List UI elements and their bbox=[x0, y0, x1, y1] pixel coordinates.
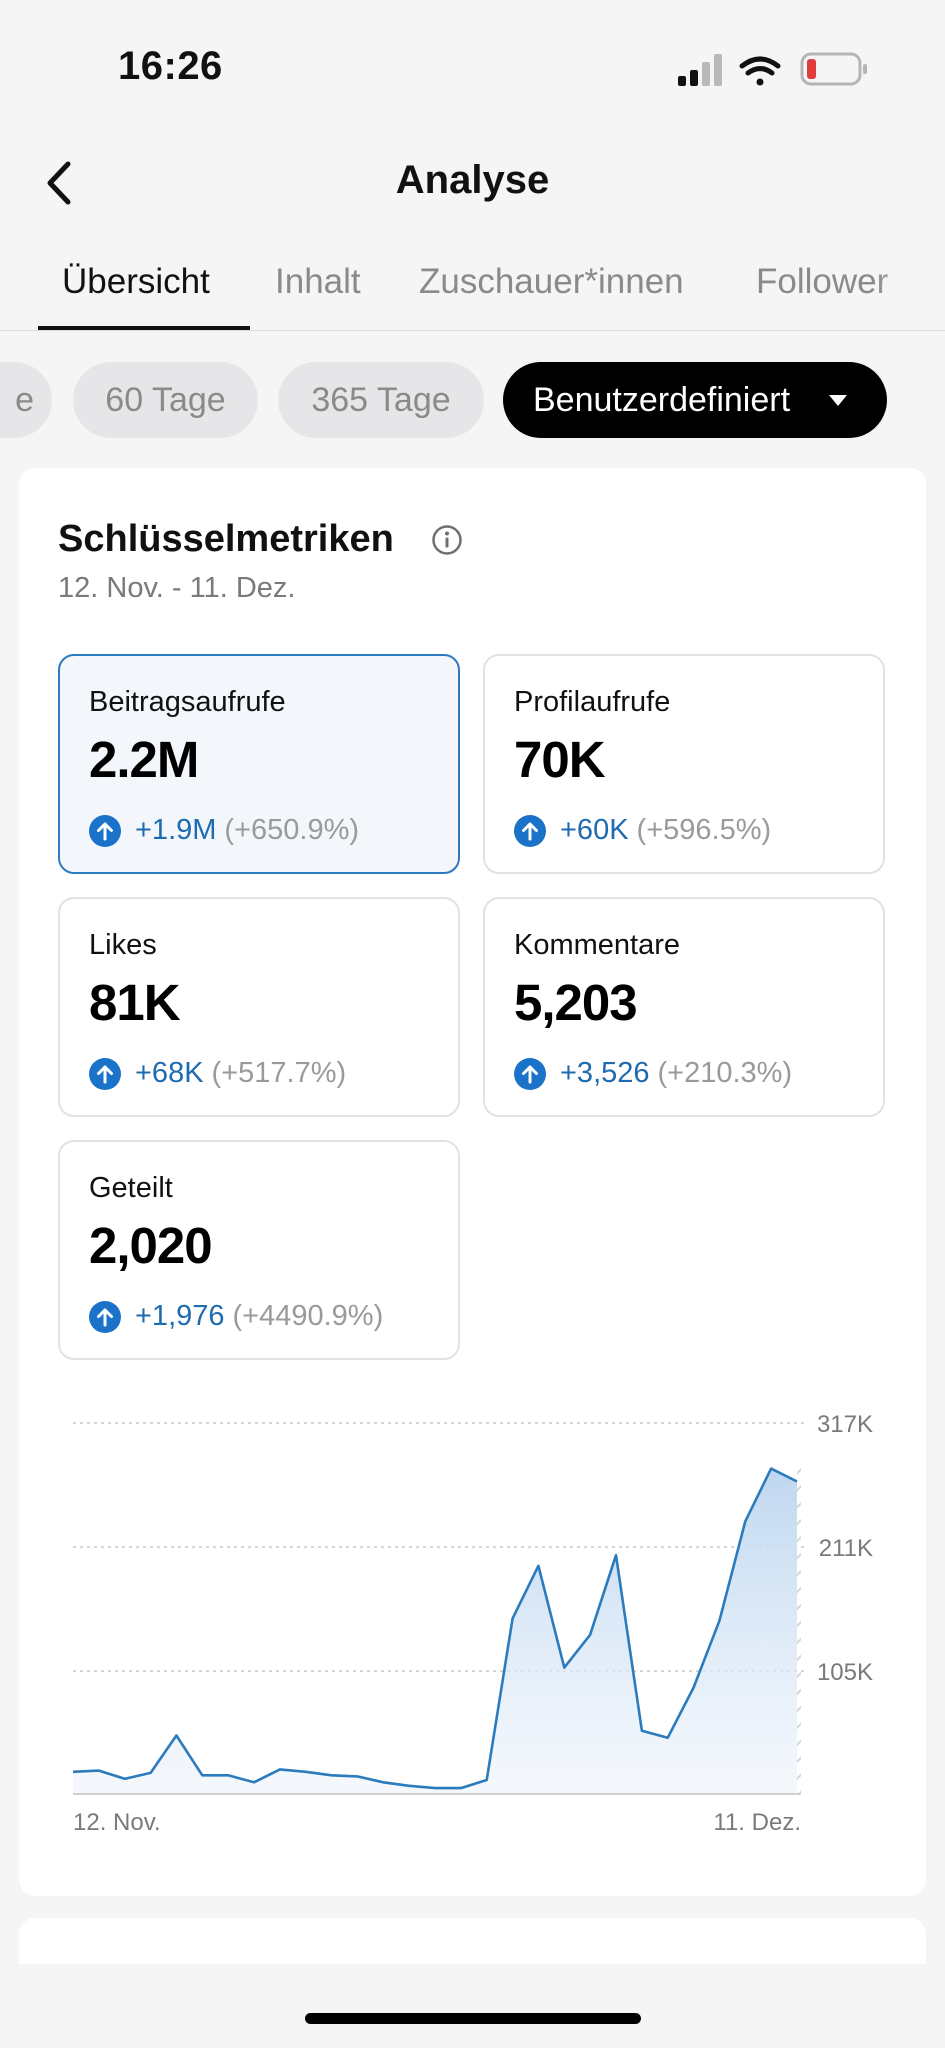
metric-change: +1.9M (+650.9%) bbox=[89, 814, 359, 847]
y-tick-label: 317K bbox=[817, 1411, 873, 1438]
chevron-left-icon bbox=[47, 161, 71, 205]
range-chip-custom-label: Benutzerdefiniert bbox=[533, 380, 791, 419]
info-icon[interactable] bbox=[431, 524, 463, 556]
metric-label: Kommentare bbox=[514, 929, 681, 961]
tab-inhalt[interactable]: Inhalt bbox=[275, 262, 361, 301]
metric-value: 2.2M bbox=[89, 731, 199, 788]
range-chip-365-tage[interactable]: 365 Tage bbox=[278, 362, 484, 438]
arrow-up-circle-icon bbox=[89, 1057, 121, 1090]
metric-change: +3,526 (+210.3%) bbox=[514, 1057, 792, 1090]
y-tick-label: 105K bbox=[817, 1659, 873, 1686]
metric-change: +60K (+596.5%) bbox=[514, 814, 771, 847]
metric-card-kommentare[interactable]: Kommentare 5,203 +3,526 (+210.3%) bbox=[483, 897, 885, 1117]
metric-label: Beitragsaufrufe bbox=[89, 686, 286, 718]
metric-delta: +3,526 bbox=[560, 1057, 650, 1089]
range-chip-cut-off[interactable]: e bbox=[0, 362, 52, 438]
metric-value: 81K bbox=[89, 974, 181, 1031]
metric-label: Profilaufrufe bbox=[514, 686, 671, 718]
metric-value: 2,020 bbox=[89, 1217, 213, 1274]
metric-delta: +68K bbox=[135, 1057, 204, 1089]
status-time: 16:26 bbox=[118, 44, 223, 88]
arrow-up-circle-icon bbox=[514, 1057, 546, 1090]
metric-percent: (+650.9%) bbox=[224, 814, 360, 846]
metric-change: +68K (+517.7%) bbox=[89, 1057, 346, 1090]
signal-icon bbox=[678, 54, 722, 86]
tab-zuschauer[interactable]: Zuschauer*innen bbox=[419, 262, 684, 301]
metric-value: 5,203 bbox=[514, 974, 638, 1031]
metric-percent: (+596.5%) bbox=[636, 814, 772, 846]
metric-label: Likes bbox=[89, 929, 157, 961]
metric-percent: (+210.3%) bbox=[657, 1057, 793, 1089]
range-chip-60-tage[interactable]: 60 Tage bbox=[73, 362, 258, 438]
section-title: Schlüsselmetriken bbox=[58, 518, 394, 560]
back-button[interactable] bbox=[30, 150, 90, 216]
partial-data-region bbox=[797, 1464, 801, 1794]
tab-follower[interactable]: Follower bbox=[756, 262, 889, 301]
arrow-up-circle-icon bbox=[89, 1300, 121, 1333]
bottom-safe-area bbox=[0, 1964, 945, 2048]
metric-card-beitragsaufrufe[interactable]: Beitragsaufrufe 2.2M +1.9M (+650.9%) bbox=[58, 654, 460, 874]
metric-card-geteilt[interactable]: Geteilt 2,020 +1,976 (+4490.9%) bbox=[58, 1140, 460, 1360]
chart-area-fill bbox=[73, 1468, 797, 1794]
metric-delta: +1.9M bbox=[135, 814, 217, 846]
metric-change: +1,976 (+4490.9%) bbox=[89, 1300, 383, 1333]
x-axis-end-label: 11. Dez. bbox=[713, 1809, 801, 1836]
x-axis-start-label: 12. Nov. bbox=[73, 1809, 161, 1836]
caret-down-icon bbox=[829, 395, 847, 406]
status-icons bbox=[678, 52, 867, 86]
wifi-icon bbox=[739, 56, 781, 86]
key-metrics-card: Schlüsselmetriken 12. Nov. - 11. Dez. Be… bbox=[19, 468, 926, 1896]
range-chip-custom[interactable]: Benutzerdefiniert bbox=[503, 362, 887, 438]
tab-uebersicht[interactable]: Übersicht bbox=[62, 262, 210, 301]
arrow-up-circle-icon bbox=[89, 814, 121, 847]
chart-grid: 317K 211K 105K bbox=[73, 1411, 873, 1686]
metric-percent: (+4490.9%) bbox=[232, 1300, 384, 1332]
chart-line-beitragsaufrufe bbox=[72, 1467, 798, 1790]
metric-card-likes[interactable]: Likes 81K +68K (+517.7%) bbox=[58, 897, 460, 1117]
y-tick-label: 211K bbox=[819, 1535, 873, 1562]
arrow-up-circle-icon bbox=[514, 814, 546, 847]
tab-bar: Übersicht Inhalt Zuschauer*innen Followe… bbox=[0, 236, 945, 331]
metric-label: Geteilt bbox=[89, 1172, 173, 1204]
metric-delta: +60K bbox=[560, 814, 629, 846]
active-tab-indicator bbox=[38, 326, 250, 330]
tabs-scroll-fade bbox=[875, 236, 945, 330]
page-title: Analyse bbox=[395, 158, 550, 202]
date-range: 12. Nov. - 11. Dez. bbox=[58, 572, 296, 604]
metric-delta: +1,976 bbox=[135, 1300, 225, 1332]
views-area-chart: 317K 211K 105K 12. Nov. 11. Dez. bbox=[72, 1411, 873, 1836]
metric-percent: (+517.7%) bbox=[211, 1057, 347, 1089]
battery-icon bbox=[800, 52, 867, 86]
metric-value: 70K bbox=[514, 731, 606, 788]
metric-card-profilaufrufe[interactable]: Profilaufrufe 70K +60K (+596.5%) bbox=[483, 654, 885, 874]
home-indicator bbox=[305, 2013, 641, 2024]
